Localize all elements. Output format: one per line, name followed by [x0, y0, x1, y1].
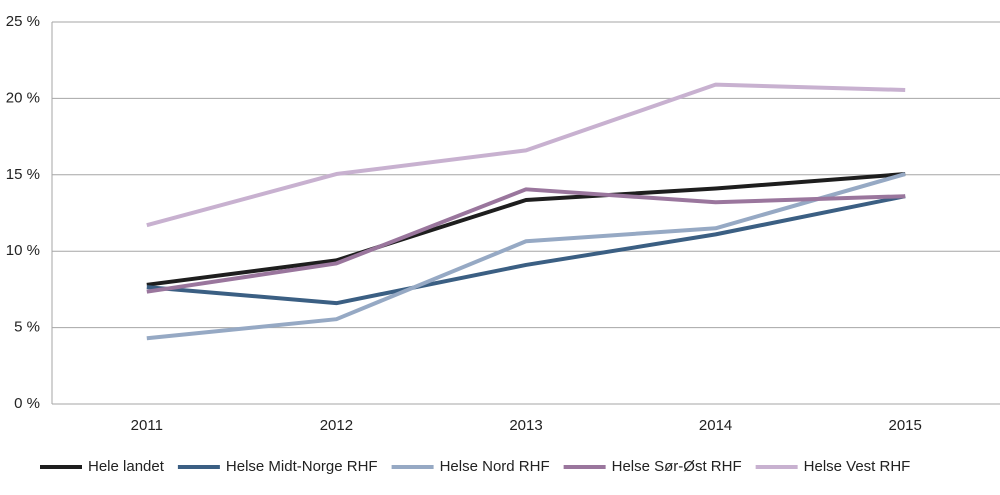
- x-tick-label: 2011: [131, 417, 163, 434]
- series-line: [146, 82, 906, 228]
- x-tick-label: 2015: [889, 417, 922, 434]
- y-tick-label: 20 %: [6, 89, 40, 106]
- x-tick-label: 2013: [509, 417, 542, 434]
- y-tick-label: 0 %: [14, 395, 40, 412]
- x-tick-label: 2012: [320, 417, 353, 434]
- legend-label: Helse Vest RHF: [804, 458, 911, 475]
- legend-label: Helse Nord RHF: [440, 458, 550, 475]
- series-line: [146, 194, 906, 306]
- series-line: [146, 172, 906, 341]
- y-tick-label: 25 %: [6, 13, 40, 30]
- y-tick-label: 10 %: [6, 242, 40, 259]
- y-tick-label: 15 %: [6, 166, 40, 183]
- legend-label: Hele landet: [88, 458, 165, 475]
- series-line: [146, 172, 906, 287]
- y-tick-label: 5 %: [14, 319, 40, 336]
- x-tick-label: 2014: [699, 417, 732, 434]
- series-line: [146, 187, 906, 294]
- legend-label: Helse Midt-Norge RHF: [226, 458, 378, 475]
- legend-label: Helse Sør-Øst RHF: [612, 458, 742, 475]
